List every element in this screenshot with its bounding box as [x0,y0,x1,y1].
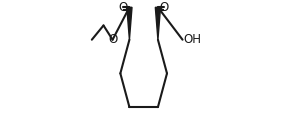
Polygon shape [127,7,132,40]
Text: O: O [160,1,169,14]
Polygon shape [155,7,161,40]
Text: O: O [118,1,128,14]
Text: OH: OH [183,33,201,46]
Text: O: O [108,33,117,46]
